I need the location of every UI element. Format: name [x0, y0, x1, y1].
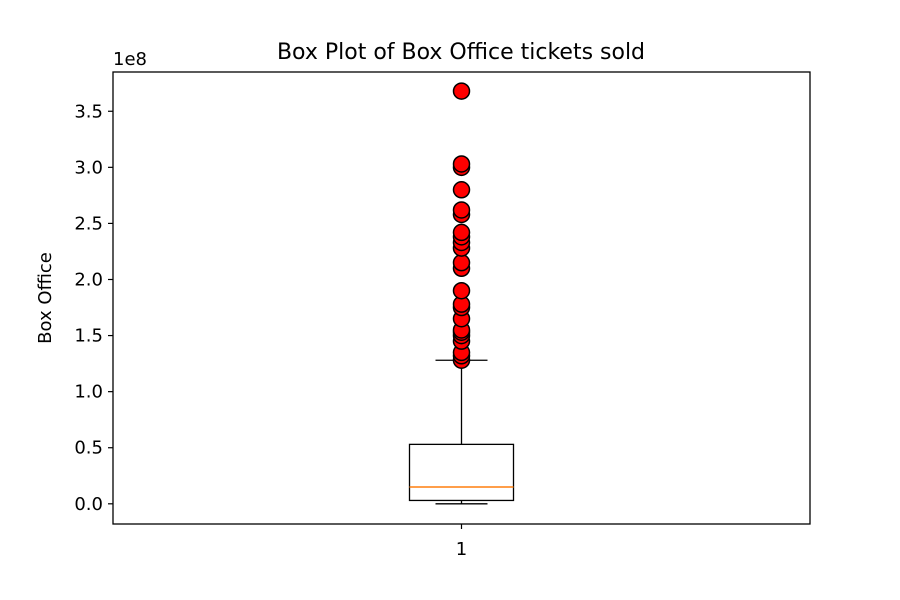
outlier-point: [452, 155, 471, 173]
outlier-point: [452, 253, 471, 272]
x-tick-label: 1: [456, 539, 467, 560]
y-tick-label: 0.0: [74, 494, 103, 515]
outlier-point: [452, 82, 471, 100]
y-tick-label: 0.5: [74, 438, 103, 459]
y-axis-offset-label: 1e8: [113, 49, 147, 70]
y-axis-label: Box Office: [35, 252, 56, 344]
y-tick-label: 2.0: [74, 269, 103, 290]
outlier-point: [452, 181, 471, 199]
iqr-box: [408, 443, 515, 502]
y-tick-label: 3.0: [74, 157, 103, 178]
y-tick-label: 1.5: [74, 326, 103, 347]
chart-title: Box Plot of Box Office tickets sold: [277, 40, 645, 65]
y-tick-label: 2.5: [74, 213, 103, 234]
outlier-point: [452, 201, 471, 219]
outlier-point: [452, 223, 471, 242]
plot-area: [408, 82, 515, 505]
y-tick-label: 1.0: [74, 382, 103, 403]
outlier-point: [452, 281, 471, 300]
y-tick-label: 3.5: [74, 101, 103, 122]
